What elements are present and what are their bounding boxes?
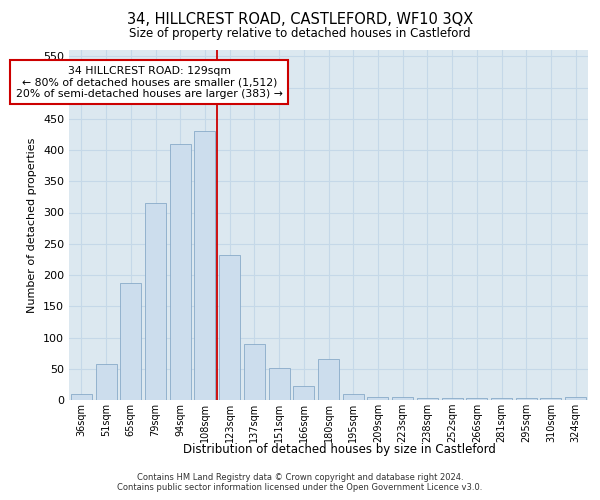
Bar bbox=[194, 132, 215, 400]
Y-axis label: Number of detached properties: Number of detached properties bbox=[28, 138, 37, 312]
Bar bbox=[318, 360, 339, 400]
Bar bbox=[293, 386, 314, 400]
Bar bbox=[343, 394, 364, 400]
Bar bbox=[392, 397, 413, 400]
Bar bbox=[417, 398, 438, 400]
Bar bbox=[219, 255, 240, 400]
Bar bbox=[269, 368, 290, 400]
Text: 34, HILLCREST ROAD, CASTLEFORD, WF10 3QX: 34, HILLCREST ROAD, CASTLEFORD, WF10 3QX bbox=[127, 12, 473, 28]
Bar bbox=[491, 398, 512, 400]
Text: Contains HM Land Registry data © Crown copyright and database right 2024.
Contai: Contains HM Land Registry data © Crown c… bbox=[118, 473, 482, 492]
Bar bbox=[442, 398, 463, 400]
Bar bbox=[120, 282, 141, 400]
Bar bbox=[367, 397, 388, 400]
Bar bbox=[516, 398, 537, 400]
Bar bbox=[466, 398, 487, 400]
Bar bbox=[541, 398, 562, 400]
Bar bbox=[95, 364, 116, 400]
Bar bbox=[244, 344, 265, 400]
Bar bbox=[565, 397, 586, 400]
Text: Distribution of detached houses by size in Castleford: Distribution of detached houses by size … bbox=[182, 442, 496, 456]
Bar bbox=[170, 144, 191, 400]
Text: 34 HILLCREST ROAD: 129sqm
← 80% of detached houses are smaller (1,512)
20% of se: 34 HILLCREST ROAD: 129sqm ← 80% of detac… bbox=[16, 66, 283, 99]
Bar bbox=[71, 394, 92, 400]
Bar bbox=[145, 203, 166, 400]
Text: Size of property relative to detached houses in Castleford: Size of property relative to detached ho… bbox=[129, 28, 471, 40]
